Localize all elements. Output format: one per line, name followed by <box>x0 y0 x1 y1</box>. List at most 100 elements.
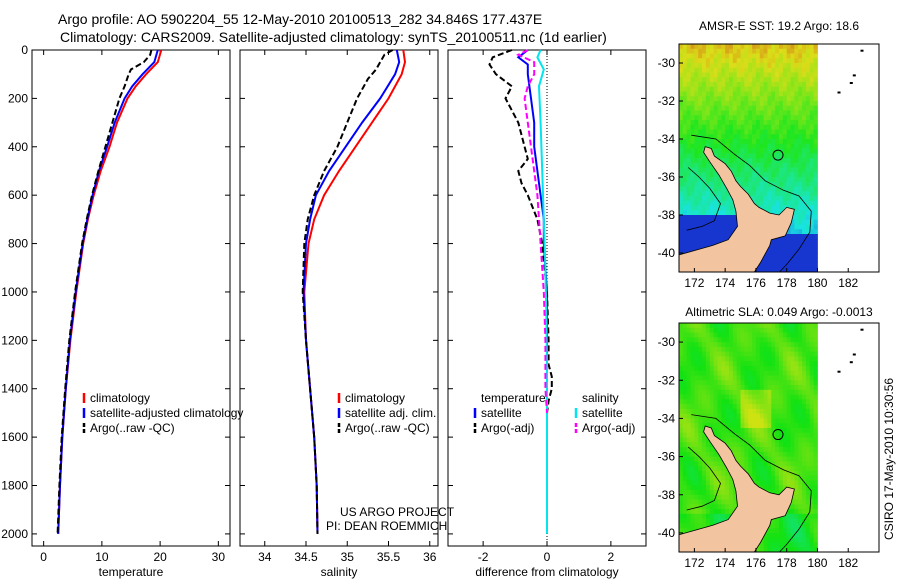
sla-map-cell <box>740 461 745 467</box>
sst-map-cell <box>705 219 711 225</box>
sla-map-cell <box>713 365 718 372</box>
sla-map-cell <box>794 499 799 505</box>
sla-map-cell <box>732 351 738 357</box>
sla-map-cell <box>679 423 684 429</box>
sst-map-x-tick-label: 178 <box>777 276 797 290</box>
sst-map-cell <box>709 72 715 78</box>
sst-map-cell <box>798 67 803 73</box>
sst-map-cell <box>682 177 688 183</box>
sst-map-cell <box>790 234 795 240</box>
sla-map-cell <box>702 489 707 496</box>
sst-map-cell <box>690 115 695 121</box>
sst-map-cell <box>729 58 734 64</box>
sla-map-cell <box>748 427 753 434</box>
sst-map-cell <box>729 158 734 164</box>
sst-map-cell <box>763 196 768 202</box>
sla-map-cell <box>694 361 699 367</box>
sla-map-cell <box>786 442 791 448</box>
sst-map-cell <box>702 139 707 145</box>
sst-map-cell <box>694 115 699 121</box>
sla-map-cell <box>690 351 695 357</box>
sla-map-cell <box>767 456 772 462</box>
sst-map-cell <box>802 139 807 145</box>
sst-map-cell <box>805 167 811 173</box>
sst-map-cell <box>755 153 761 159</box>
sst-map-cell <box>690 82 695 88</box>
sla-map-cell <box>794 528 799 534</box>
sst-map-cell <box>702 82 707 88</box>
sst-map-cell <box>721 101 726 107</box>
sla-map-cell <box>779 375 784 381</box>
sla-map-cell <box>798 394 803 400</box>
sla-map-cell <box>782 437 788 443</box>
sst-map-cell <box>682 200 688 206</box>
sst-map-cell <box>740 96 745 102</box>
sla-map-cell <box>775 485 780 491</box>
sst-map-cell <box>752 181 757 187</box>
sla-map-cell <box>790 370 795 376</box>
sla-map-cell <box>759 542 765 548</box>
sst-map-cell <box>763 105 768 111</box>
sst-map-cell <box>763 267 768 272</box>
sst-map-cell <box>702 72 707 78</box>
sst-map-cell <box>705 200 711 206</box>
sla-map-cell <box>721 375 726 381</box>
sst-map-cell <box>717 48 722 54</box>
sst-map-cell <box>690 143 695 149</box>
salinity-series-satellite <box>302 49 401 534</box>
sst-map-cell <box>786 172 791 178</box>
sla-map-cell <box>705 408 711 415</box>
sla-map-cell <box>690 370 695 376</box>
sla-map-cell <box>782 547 788 552</box>
sst-map-cell <box>763 200 768 206</box>
sst-map-cell <box>679 72 684 78</box>
sla-map-cell <box>698 423 703 429</box>
sla-map-cell <box>679 447 684 453</box>
sla-map-cell <box>725 356 730 362</box>
sst-map-cell <box>682 105 688 111</box>
sst-map-cell <box>679 205 684 211</box>
sla-map-cell <box>809 408 815 415</box>
sla-map-cell <box>702 432 707 438</box>
sst-map-cell <box>729 53 734 59</box>
sst-map-cell <box>744 177 749 183</box>
sst-map-cell <box>736 115 741 121</box>
sst-map-cell <box>809 205 815 211</box>
sst-map-cell <box>805 53 811 59</box>
sla-map-cell <box>705 442 711 448</box>
sst-map-cell <box>740 162 745 168</box>
sla-map-cell <box>771 404 776 410</box>
sla-map-cell <box>759 389 765 395</box>
sla-map-cell <box>775 456 780 462</box>
sst-map-cell <box>744 143 749 149</box>
sla-map-cell <box>782 427 788 434</box>
sla-map-cell <box>729 337 734 343</box>
sla-map-cell <box>709 365 715 372</box>
sst-map-cell <box>736 58 741 64</box>
sla-map-cell <box>798 404 803 410</box>
sst-map-cell <box>779 153 784 159</box>
sla-map-cell <box>705 475 711 481</box>
sla-map-cell <box>682 518 688 524</box>
sst-map-cell <box>805 153 811 159</box>
sst-map-cell <box>779 101 784 107</box>
sla-map-cell <box>709 466 715 472</box>
sst-map-cell <box>690 229 695 235</box>
sla-map-cell <box>752 394 757 400</box>
sla-map-cell <box>744 399 749 405</box>
sst-map-cell <box>702 105 707 111</box>
sla-map-cell <box>748 423 753 429</box>
sla-map-cell <box>786 346 791 353</box>
sst-map-cell <box>702 196 707 202</box>
sla-map-cell <box>809 346 815 353</box>
sst-map-cell <box>732 129 738 135</box>
sst-map-cell <box>694 153 699 159</box>
sst-map-cell <box>805 200 811 206</box>
sst-map-cell <box>805 143 811 149</box>
sla-map-cell <box>709 323 715 329</box>
sst-map-cell <box>717 77 722 83</box>
sst-map-cell <box>813 262 818 268</box>
sla-map-cell <box>802 504 807 510</box>
sla-map-cell <box>794 385 799 391</box>
sla-map-cell <box>809 427 815 434</box>
